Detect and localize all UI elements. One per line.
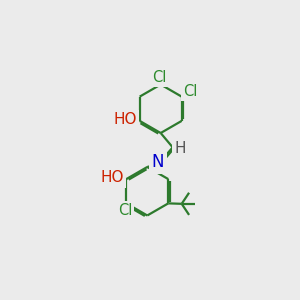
Text: HO: HO (114, 112, 137, 127)
Text: H: H (174, 141, 186, 156)
Text: Cl: Cl (183, 84, 198, 99)
Text: Cl: Cl (152, 70, 167, 85)
Text: N: N (152, 153, 164, 171)
Text: HO: HO (100, 170, 124, 185)
Text: Cl: Cl (118, 203, 132, 218)
